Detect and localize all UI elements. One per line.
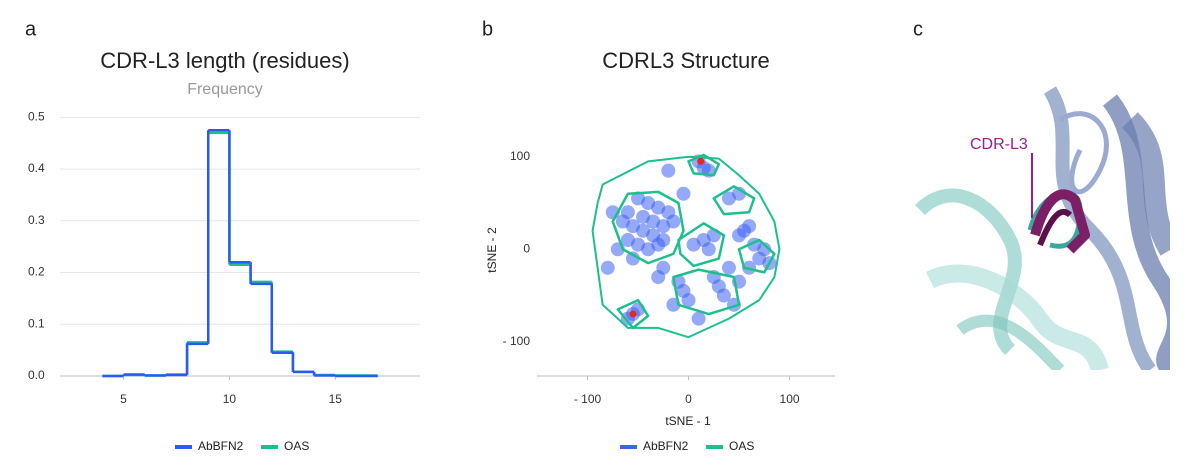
x-tick-label: 100 [780, 392, 800, 406]
panel-letter: c [913, 18, 923, 40]
x-tick-label: 5 [120, 392, 127, 406]
point [656, 233, 671, 248]
y-tick-label: 0.3 [28, 213, 45, 227]
legend-label: AbBFN2 [198, 439, 244, 453]
contour [712, 185, 756, 216]
y-tick-label: 100 [510, 149, 530, 163]
legend-label: OAS [284, 439, 309, 453]
point [600, 260, 615, 275]
panel-letter: a [25, 18, 37, 40]
x-tick-label: - 100 [574, 392, 602, 406]
point [651, 270, 666, 285]
point [732, 228, 747, 243]
chart-title: CDRL3 Structure [602, 48, 770, 73]
chart-title: CDR-L3 length (residues) [100, 48, 349, 73]
point [691, 311, 706, 326]
y-tick-label: 0.5 [28, 110, 45, 124]
y-tick-label: 0.1 [28, 316, 45, 330]
point [666, 214, 681, 229]
y-tick-label: 0.2 [28, 265, 45, 279]
point [742, 219, 757, 234]
annotation: CDR-L3 [970, 136, 1028, 153]
contour [672, 268, 741, 316]
point [615, 214, 630, 229]
y-tick-label: 0 [523, 241, 530, 255]
point [620, 233, 635, 248]
point [661, 163, 676, 178]
point [701, 242, 716, 257]
y-tick-label: 0.4 [28, 161, 45, 175]
contour [737, 238, 776, 274]
legend-label: OAS [729, 439, 754, 453]
contour [677, 222, 726, 268]
legend-label: AbBFN2 [643, 439, 689, 453]
x-tick-label: 10 [223, 392, 237, 406]
point [721, 260, 736, 275]
highlight-point [697, 157, 705, 165]
point [646, 214, 661, 229]
point [681, 293, 696, 308]
contour [591, 155, 781, 339]
highlight-point [629, 310, 637, 318]
chart-subtitle: Frequency [187, 81, 263, 98]
point [716, 288, 731, 303]
contour [687, 153, 721, 177]
x-tick-label: 15 [329, 392, 343, 406]
point [686, 237, 701, 252]
y-axis-label: tSNE - 2 [485, 227, 499, 273]
point [625, 251, 640, 266]
y-tick-label: 0.0 [28, 368, 45, 382]
contour [611, 190, 685, 265]
point [676, 186, 691, 201]
contour [616, 298, 650, 330]
x-axis-label: tSNE - 1 [665, 414, 711, 428]
protein-structure [915, 86, 1170, 370]
x-tick-label: 0 [685, 392, 692, 406]
panel-letter: b [482, 18, 493, 40]
y-tick-label: - 100 [503, 334, 531, 348]
